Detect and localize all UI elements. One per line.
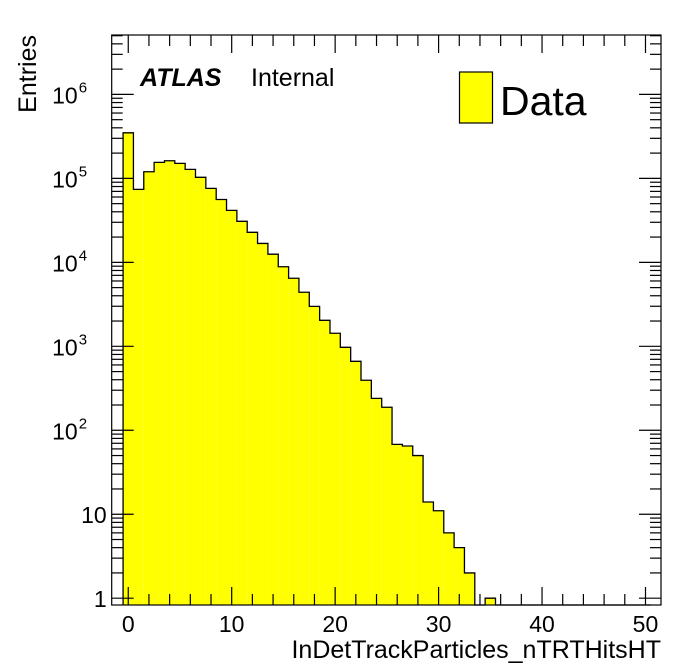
histogram-bar <box>123 132 134 605</box>
y-tick-label: 10 <box>52 334 78 360</box>
histogram-bar <box>185 169 196 605</box>
histogram-bar <box>433 510 444 605</box>
y-axis-label: Entries <box>14 35 42 113</box>
histogram-bar <box>205 188 217 605</box>
x-tick-label: 50 <box>633 611 659 637</box>
y-tick-label-exponent: 4 <box>79 247 87 264</box>
x-axis-label: InDetTrackParticles_nTRTHitsHT <box>291 636 661 664</box>
y-tick-label-exponent: 3 <box>79 331 87 348</box>
legend-swatch-data <box>458 71 494 124</box>
histogram-bar <box>319 320 330 605</box>
histogram-bar <box>381 407 393 605</box>
x-tick-label: 40 <box>529 611 555 637</box>
histogram-bars <box>122 132 651 606</box>
histogram-bar <box>143 171 155 605</box>
x-tick-label: 0 <box>122 611 135 637</box>
y-tick-label: 1 <box>94 586 107 612</box>
legend-label-data: Data <box>500 78 587 124</box>
histogram-bar <box>350 361 362 605</box>
histogram-bar <box>278 266 289 605</box>
histogram-bar <box>154 162 165 605</box>
x-tick-label: 30 <box>426 611 452 637</box>
y-tick-label-exponent: 5 <box>79 163 87 180</box>
histogram-bar <box>267 254 279 605</box>
y-tick-label: 10 <box>52 250 78 276</box>
y-tick-label: 10 <box>52 82 78 108</box>
y-tick-label: 10 <box>52 166 78 192</box>
plot-frame <box>111 34 662 606</box>
y-tick-label: 10 <box>81 502 107 528</box>
atlas-label: ATLAS <box>139 64 222 92</box>
legend: Data <box>458 71 587 124</box>
histogram-bar <box>392 444 403 605</box>
internal-label: Internal <box>251 64 334 92</box>
histogram-bar <box>485 598 496 605</box>
histogram-bar <box>247 232 258 605</box>
y-tick-label-exponent: 6 <box>79 79 87 96</box>
histogram-bar <box>443 532 455 605</box>
histogram-bar <box>195 177 206 605</box>
histogram-bar <box>298 292 310 605</box>
histogram-bar <box>361 380 372 605</box>
histogram-bar <box>174 163 186 605</box>
histogram-bar <box>133 189 144 605</box>
histogram-bar <box>412 455 424 605</box>
x-tick-label: 10 <box>219 611 245 637</box>
y-tick-label-exponent: 2 <box>79 415 87 432</box>
histogram-bar <box>371 398 382 605</box>
histogram-bar <box>226 210 237 605</box>
histogram-bar <box>329 333 341 605</box>
histogram-bar <box>257 243 268 605</box>
histogram-bar <box>236 221 248 606</box>
histogram-bar <box>423 501 434 605</box>
y-tick-label: 10 <box>52 418 78 444</box>
histogram-bar <box>309 306 320 605</box>
axis-ticks <box>111 35 661 605</box>
histogram-bar <box>454 547 465 605</box>
histogram-bar <box>340 347 351 605</box>
histogram-bar <box>216 199 227 605</box>
histogram-bar <box>464 572 475 605</box>
x-tick-label: 20 <box>322 611 348 637</box>
histogram-bar <box>402 445 413 605</box>
histogram-bar <box>288 278 299 605</box>
histogram-bar <box>164 160 175 605</box>
